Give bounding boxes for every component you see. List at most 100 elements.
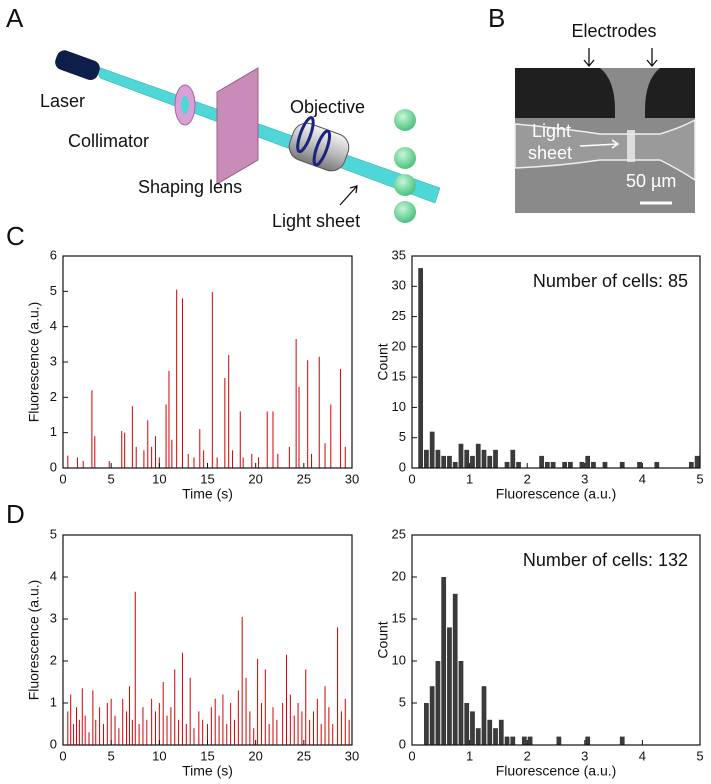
histogram-bar [688,461,694,468]
y-tick-label: 4 [50,318,57,333]
x-tick-label: 4 [639,748,646,763]
objective-ring [312,129,332,167]
y-tick-label: 20 [392,338,406,353]
y-tick-label: 35 [392,247,406,262]
histogram-bar [654,461,660,468]
y-tick-label: 10 [392,399,406,414]
x-tick-label: 10 [152,748,166,763]
x-tick-label: 0 [408,748,415,763]
histogram-bar [510,449,516,468]
arrowhead [349,185,358,194]
histogram-bar [441,455,447,468]
annotation: Number of cells: 132 [523,550,688,570]
histogram-bar [504,461,510,468]
label: Shaping lens [138,177,242,197]
y-tick-label: 2 [50,389,57,404]
y-tick-label: 2 [50,652,57,667]
y-tick-label: 20 [392,568,406,583]
y-axis-label: Fluorescence (a.u.) [26,580,42,701]
histogram-bar [521,736,527,745]
x-tick-label: 0 [59,748,66,763]
histogram-bar [516,461,521,468]
x-axis-label: Time (s) [182,486,233,502]
x-tick-label: 5 [108,748,115,763]
histogram-bar [424,449,429,468]
x-tick-label: 25 [297,471,311,486]
channel [514,118,696,182]
micrograph: Light sheet 50 µm Electrodes [514,21,696,213]
x-tick-label: 15 [200,748,214,763]
y-tick-label: 0 [399,736,406,751]
histogram-bar [493,449,498,468]
histogram-bar [493,728,498,745]
plot-frame [411,255,701,469]
objective [288,122,350,172]
label: Laser [40,91,85,111]
y-tick-label: 10 [392,652,406,667]
histogram-bar [452,461,458,468]
arrow [339,185,358,206]
objective-ring [296,116,315,154]
y-tick-label: 6 [50,247,57,262]
plot-frame [62,255,353,469]
label: Objective [290,97,365,117]
histogram-bar [619,461,625,468]
histogram-bar [429,431,435,468]
histogram-bar [458,661,464,745]
histogram-bar [544,461,550,468]
histogram-bar [550,461,556,468]
annotation: Number of cells: 85 [533,271,688,291]
y-axis-label: Count [375,621,391,658]
x-axis-label: Time (s) [182,763,233,779]
histogram-bar [429,686,435,745]
histogram-bar [510,736,516,745]
histogram-bar [591,461,596,468]
x-tick-label: 1 [466,471,473,486]
histogram-bar [447,455,452,468]
y-axis-label: Count [375,343,391,380]
x-tick-label: 10 [152,471,166,486]
arrowhead [611,139,620,149]
label: Light [532,121,571,141]
histogram-bar [487,455,493,468]
panel-label: C [6,221,25,251]
x-tick-label: 1 [466,748,473,763]
optics-diagram: Laser Collimator Shaping lens Objective … [40,50,441,231]
x-tick-label: 0 [59,471,66,486]
histogram-bar [424,703,429,745]
y-tick-label: 25 [392,308,406,323]
label: sheet [528,143,572,163]
y-tick-label: 1 [50,694,57,709]
histogram-bar [498,719,504,745]
x-tick-label: 5 [696,748,703,763]
histogram-bar [602,461,608,468]
electrode [645,68,695,118]
histogram-bar [470,455,475,468]
y-tick-label: 1 [50,424,57,439]
arrowhead [583,59,595,68]
histogram-bar [585,455,591,468]
histogram-bar [435,449,441,468]
y-tick-label: 5 [50,283,57,298]
y-tick-label: 0 [50,459,57,474]
shaping-lens [216,67,259,185]
y-tick-label: 0 [399,459,406,474]
histogram-bar [475,728,481,745]
x-tick-label: 30 [345,748,359,763]
x-tick-label: 2 [524,748,531,763]
plot-frame [411,534,701,746]
y-tick-label: 30 [392,278,406,293]
histogram-bar [694,455,700,468]
histogram-bar [579,461,585,468]
y-tick-label: 15 [392,610,406,625]
x-tick-label: 2 [524,471,531,486]
histogram-bar [585,736,591,745]
cell [394,174,416,196]
histogram-bar [562,461,568,468]
plot-frame [62,534,353,746]
cell [394,109,416,131]
x-tick-label: 4 [639,471,646,486]
y-tick-label: 5 [50,526,57,541]
x-axis-label: Fluorescence (a.u.) [496,486,617,502]
